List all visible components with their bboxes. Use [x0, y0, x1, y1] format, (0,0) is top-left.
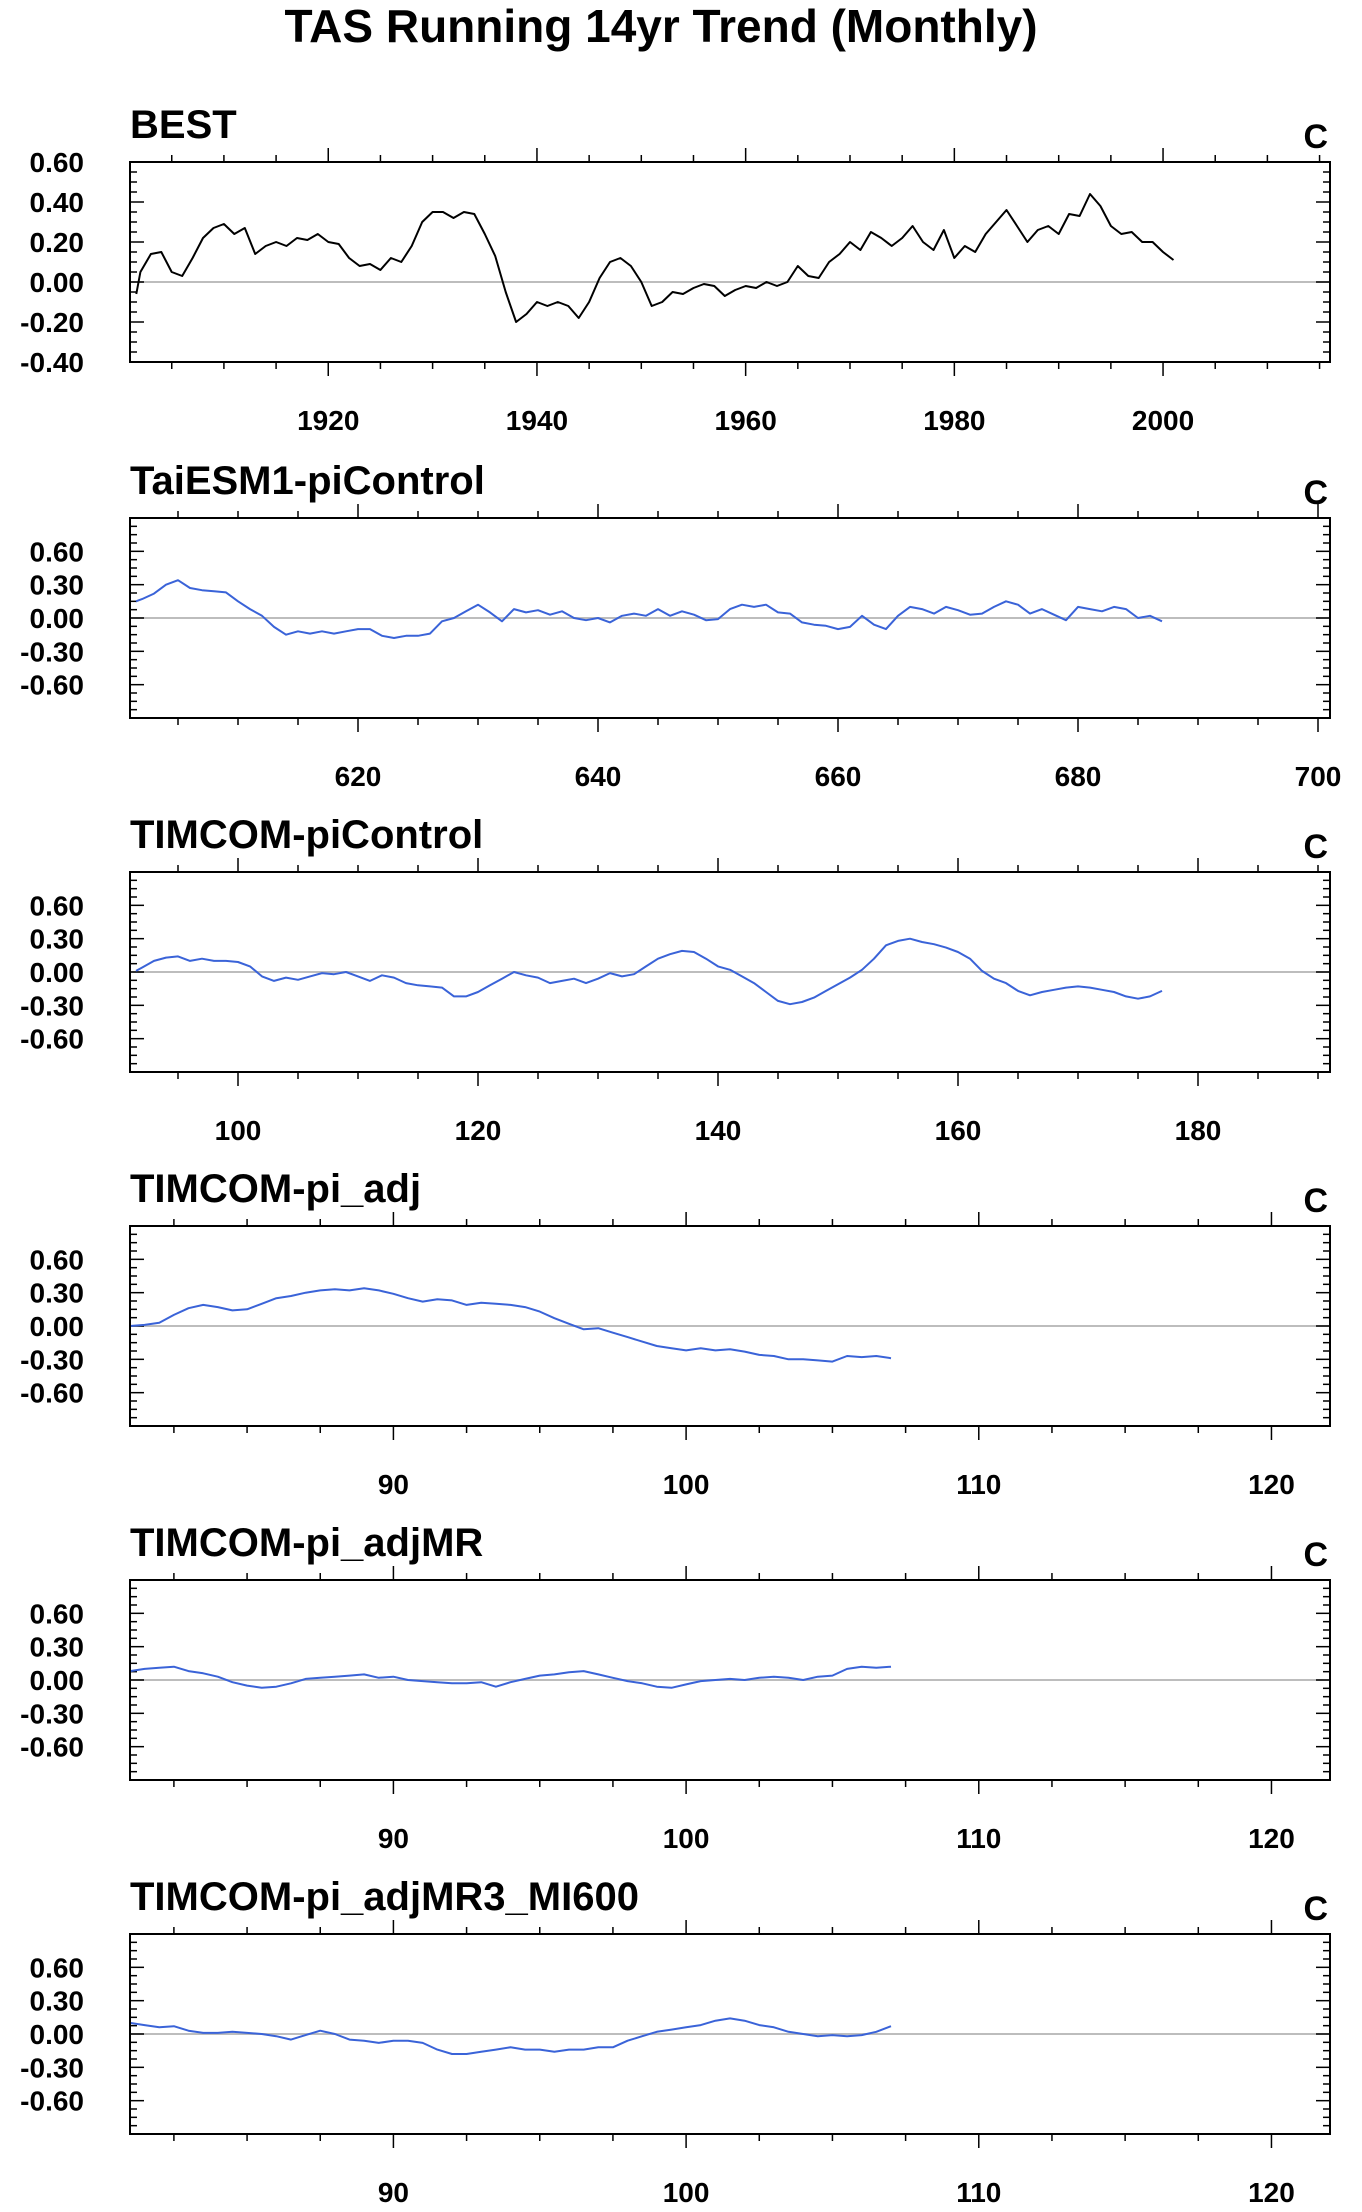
y-tick-label: -0.60 [20, 670, 84, 701]
x-tick-label: 100 [663, 1823, 710, 1854]
panel-units: C [1303, 474, 1328, 512]
x-tick-label: 110 [956, 1469, 1001, 1500]
y-tick-label: 0.00 [30, 957, 85, 988]
y-tick-label: -0.60 [20, 2086, 84, 2117]
x-tick-label: 100 [215, 1115, 262, 1146]
y-tick-label: -0.30 [20, 1344, 84, 1375]
y-tick-label: 0.00 [30, 1665, 85, 1696]
y-tick-label: 0.20 [30, 227, 85, 258]
y-tick-label: 0.60 [30, 1598, 85, 1629]
x-tick-label: 120 [455, 1115, 502, 1146]
plot-frame [129, 517, 1331, 719]
x-tick-label: 1920 [297, 405, 359, 436]
y-tick-label: 0.30 [30, 1986, 85, 2017]
panel-units: C [1303, 828, 1328, 866]
series-line [135, 193, 1175, 323]
y-tick-label: 0.30 [30, 1278, 85, 1309]
x-tick-label: 700 [1295, 761, 1342, 792]
y-tick-label: -0.30 [20, 1698, 84, 1729]
x-tick-label: 620 [335, 761, 382, 792]
y-tick-label: 0.60 [30, 536, 85, 567]
x-tick-label: 640 [575, 761, 622, 792]
x-tick-label: 2000 [1132, 405, 1194, 436]
panel-6: TIMCOM-pi_adjMR3_MI600 C -0.60-0.300.000.3… [20, 1875, 1331, 2208]
y-tick-label: -0.60 [20, 1732, 84, 1763]
panel-title: TIMCOM-pi_adjMR3_MI600 [130, 1875, 639, 1919]
x-tick-label: 140 [695, 1115, 742, 1146]
panel-title: BEST [130, 103, 237, 147]
plot-frame [129, 1225, 1331, 1427]
y-tick-label: -0.60 [20, 1378, 84, 1409]
series-line [129, 2017, 892, 2055]
series-line [135, 579, 1163, 639]
x-tick-label: 1960 [715, 405, 777, 436]
y-tick-label: -0.30 [20, 636, 84, 667]
y-tick-label: 0.60 [30, 1244, 85, 1275]
x-tick-label: 120 [1248, 2177, 1295, 2208]
y-tick-label: 0.30 [30, 924, 85, 955]
panel-units: C [1303, 1536, 1328, 1574]
panel-5: TIMCOM-pi_adjMR C -0.60-0.300.000.300.60 90… [20, 1521, 1331, 1854]
x-tick-label: 660 [815, 761, 862, 792]
y-tick-label: -0.40 [20, 347, 84, 378]
series-line [135, 937, 1163, 1006]
y-tick-label: -0.60 [20, 1024, 84, 1055]
y-tick-label: 0.40 [30, 187, 85, 218]
y-tick-label: 0.00 [30, 267, 85, 298]
panel-title: TIMCOM-piControl [130, 813, 483, 857]
panel-units: C [1303, 1890, 1328, 1928]
panel-3: TIMCOM-piControl C -0.60-0.300.000.300.60 1… [20, 813, 1331, 1146]
x-tick-label: 90 [378, 2177, 409, 2208]
y-tick-label: 0.30 [30, 570, 85, 601]
plot-frame [129, 871, 1331, 1073]
x-tick-label: 110 [956, 2177, 1001, 2208]
series-line [129, 1287, 892, 1363]
x-tick-label: 120 [1248, 1823, 1295, 1854]
y-tick-label: 0.00 [30, 603, 85, 634]
x-tick-label: 180 [1175, 1115, 1222, 1146]
y-tick-label: -0.30 [20, 2052, 84, 2083]
panel-2: TaiESM1-piControl C -0.60-0.300.000.300.60… [20, 459, 1341, 792]
panel-1: BEST C -0.40 -0.20 0.00 0.20 0.40 0.60 1920 1940 1… [20, 103, 1331, 436]
x-tick-label: 1940 [506, 405, 568, 436]
series-line [129, 1665, 892, 1689]
y-tick-label: 0.60 [30, 890, 85, 921]
x-tick-label: 90 [378, 1469, 409, 1500]
y-tick-label: 0.00 [30, 1311, 85, 1342]
y-tick-label: 0.00 [30, 2019, 85, 2050]
plot-frame [129, 1579, 1331, 1781]
y-tick-label: -0.20 [20, 307, 84, 338]
x-tick-label: 110 [956, 1823, 1001, 1854]
y-tick-label: 0.60 [30, 1952, 85, 1983]
plot-frame [129, 161, 1331, 363]
plot-frame [129, 1933, 1331, 2135]
x-tick-label: 100 [663, 2177, 710, 2208]
panel-units: C [1303, 1182, 1328, 1220]
panel-title: TIMCOM-pi_adj [130, 1167, 421, 1211]
panel-units: C [1303, 118, 1328, 156]
y-tick-label: 0.30 [30, 1632, 85, 1663]
x-tick-label: 680 [1055, 761, 1102, 792]
x-tick-label: 100 [663, 1469, 710, 1500]
panel-title: TaiESM1-piControl [130, 459, 485, 503]
y-tick-label: -0.30 [20, 990, 84, 1021]
panel-4: TIMCOM-pi_adj C -0.60-0.300.000.300.60 90 10… [20, 1167, 1331, 1500]
x-tick-label: 120 [1248, 1469, 1295, 1500]
x-tick-label: 160 [935, 1115, 982, 1146]
y-tick-label: 0.60 [30, 147, 85, 178]
x-tick-label: 90 [378, 1823, 409, 1854]
panel-title: TIMCOM-pi_adjMR [130, 1521, 483, 1565]
x-tick-label: 1980 [923, 405, 985, 436]
figure-title: TAS Running 14yr Trend (Monthly) [284, 0, 1037, 52]
